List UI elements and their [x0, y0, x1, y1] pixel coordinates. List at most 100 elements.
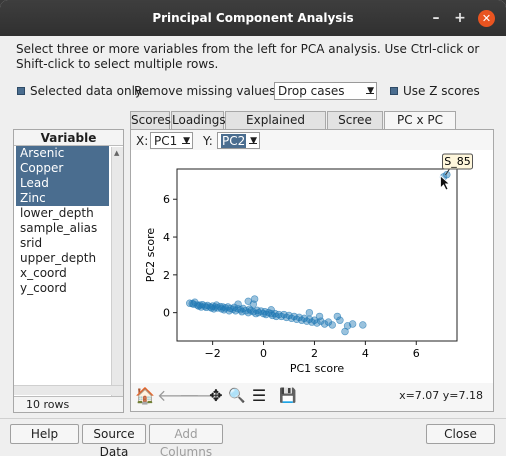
row-count: 10 rows: [14, 396, 123, 412]
scatter-plot[interactable]: −2 0 2 4 6 0 2 4 6 PC1 score PC2 score S_85: [131, 150, 493, 383]
x-axis-label: X:: [136, 134, 149, 148]
cursor-coordinates: x=7.07 y=7.18: [399, 389, 483, 402]
variable-list-hscrollbar[interactable]: [14, 385, 123, 395]
maximize-icon[interactable]: +: [454, 10, 466, 26]
scatter-point: [333, 312, 342, 321]
variable-item[interactable]: y_coord: [20, 281, 67, 295]
scatter-point: [305, 308, 314, 317]
zoom-icon[interactable]: 🔍: [228, 388, 246, 404]
dropdown-arrow-icon: ▼: [249, 133, 257, 149]
home-icon[interactable]: 🏠: [135, 386, 155, 405]
variable-item[interactable]: Zinc: [16, 191, 109, 206]
scatter-point: [250, 295, 259, 303]
scatter-point: [336, 316, 344, 324]
tab-pc-x-pc-plots[interactable]: PC x PC plots: [384, 111, 456, 143]
configure-subplots-icon[interactable]: ☰: [251, 386, 267, 405]
dropdown-arrow-icon: ▼: [366, 83, 374, 99]
x-tick-label: 2: [311, 347, 318, 360]
scatter-point: [320, 320, 329, 328]
selected-only-checkbox[interactable]: Selected data only: [17, 81, 142, 101]
scatter-point: [225, 307, 233, 315]
scroll-up-icon[interactable]: ▲: [114, 149, 120, 157]
x-tick-label: 4: [362, 347, 369, 360]
pan-icon[interactable]: ✥: [209, 386, 223, 405]
y-tick-label: 6: [163, 193, 170, 206]
scatter-points: [186, 170, 451, 336]
mouse-cursor-icon: [440, 175, 451, 191]
variable-item[interactable]: Lead: [16, 176, 109, 191]
x-tick-label: 6: [413, 347, 420, 360]
x-tick-label: −2: [205, 347, 221, 360]
scatter-point: [317, 317, 325, 325]
scatter-point: [328, 321, 336, 329]
dialog-button-bar: Help Source Data Add Columns Close: [0, 418, 506, 456]
variable-item[interactable]: Copper: [16, 161, 109, 176]
missing-values-label: Remove missing values by:: [134, 84, 298, 98]
close-window-icon[interactable]: ✕: [478, 10, 495, 27]
tab-explained-variance[interactable]: Explained variance: [225, 111, 326, 143]
scatter-point: [443, 170, 451, 179]
missing-values-value: Drop cases: [278, 84, 345, 98]
annotation-label: S_85: [444, 155, 470, 168]
variable-list-vscrollbar[interactable]: ▲ ▼: [111, 147, 123, 398]
checkbox-checked-icon: [390, 87, 398, 95]
x-axis-title: PC1 score: [290, 362, 345, 375]
scatter-plot-canvas[interactable]: −2 0 2 4 6 0 2 4 6 PC1 score PC2 score S_85: [131, 150, 493, 383]
variable-list[interactable]: Variable Arsenic Copper Lead Zinc lower_dept…: [13, 129, 124, 413]
scatter-point: [348, 320, 357, 328]
scatter-point: [315, 312, 324, 321]
variable-item[interactable]: Arsenic: [16, 146, 109, 161]
minimize-icon[interactable]: –: [432, 10, 440, 26]
variable-item[interactable]: lower_depth: [20, 206, 94, 220]
dropdown-arrow-icon: ▼: [182, 133, 190, 149]
x-axis-dropdown[interactable]: PC1 ▼: [150, 132, 193, 149]
scatter-point: [191, 298, 199, 306]
annotation-pointer: [445, 168, 450, 176]
y-tick-label: 4: [163, 231, 170, 244]
variable-item[interactable]: srid: [20, 236, 43, 250]
zscores-label: Use Z scores: [403, 84, 480, 98]
x-tick-label: 0: [260, 347, 267, 360]
plot-toolbar: 🏠 🡐 🡒 ✥ 🔍 ☰ 💾 x=7.07 y=7.18: [131, 385, 493, 409]
forward-arrow-icon[interactable]: 🡒: [179, 386, 222, 405]
scatter-point: [324, 318, 333, 326]
save-figure-icon[interactable]: 💾: [279, 388, 297, 404]
variable-items: Arsenic Copper Lead Zinc lower_depth sample_a…: [14, 146, 123, 296]
window-title: Principal Component Analysis: [152, 11, 354, 25]
tab-scree-plot[interactable]: Scree plot: [327, 111, 383, 143]
scatter-point: [341, 327, 349, 336]
scatter-point: [234, 300, 242, 308]
scatter-point: [267, 306, 275, 314]
checkbox-checked-icon: [17, 87, 25, 95]
x-ticks: −2 0 2 4 6: [205, 341, 420, 360]
annotation-box: [442, 153, 474, 170]
source-data-button[interactable]: Source Data: [82, 424, 146, 456]
scatter-point: [244, 297, 252, 306]
cursor-arrow: [440, 175, 451, 191]
plot-frame: [176, 168, 458, 342]
close-button[interactable]: Close: [426, 424, 495, 444]
instructions-text: Select three or more variables from the …: [16, 42, 480, 71]
tab-scores[interactable]: Scores: [130, 111, 171, 129]
back-arrow-icon[interactable]: 🡐: [157, 386, 200, 405]
scatter-point: [253, 306, 261, 315]
add-columns-button[interactable]: Add Columns: [149, 424, 223, 456]
variable-column-header[interactable]: Variable: [14, 130, 123, 146]
tab-loadings[interactable]: Loadings: [171, 111, 226, 129]
y-tick-label: 2: [163, 269, 170, 282]
y-tick-label: 0: [163, 307, 170, 320]
variable-item[interactable]: x_coord: [20, 266, 67, 280]
y-axis-value: PC2: [221, 134, 247, 148]
variable-item[interactable]: sample_alias: [20, 221, 98, 235]
help-button[interactable]: Help: [10, 424, 79, 444]
y-axis-dropdown[interactable]: PC2 ▼: [217, 132, 260, 149]
y-axis-label: Y:: [203, 134, 213, 148]
scatter-point: [359, 321, 367, 329]
variable-item[interactable]: upper_depth: [20, 251, 97, 265]
point-annotation: S_85: [442, 153, 474, 176]
title-bar: Principal Component Analysis – + ✕: [0, 0, 506, 36]
missing-values-dropdown[interactable]: Drop cases ▼: [274, 82, 377, 100]
scatter-point: [313, 319, 321, 327]
zscores-checkbox[interactable]: Use Z scores: [390, 81, 480, 101]
